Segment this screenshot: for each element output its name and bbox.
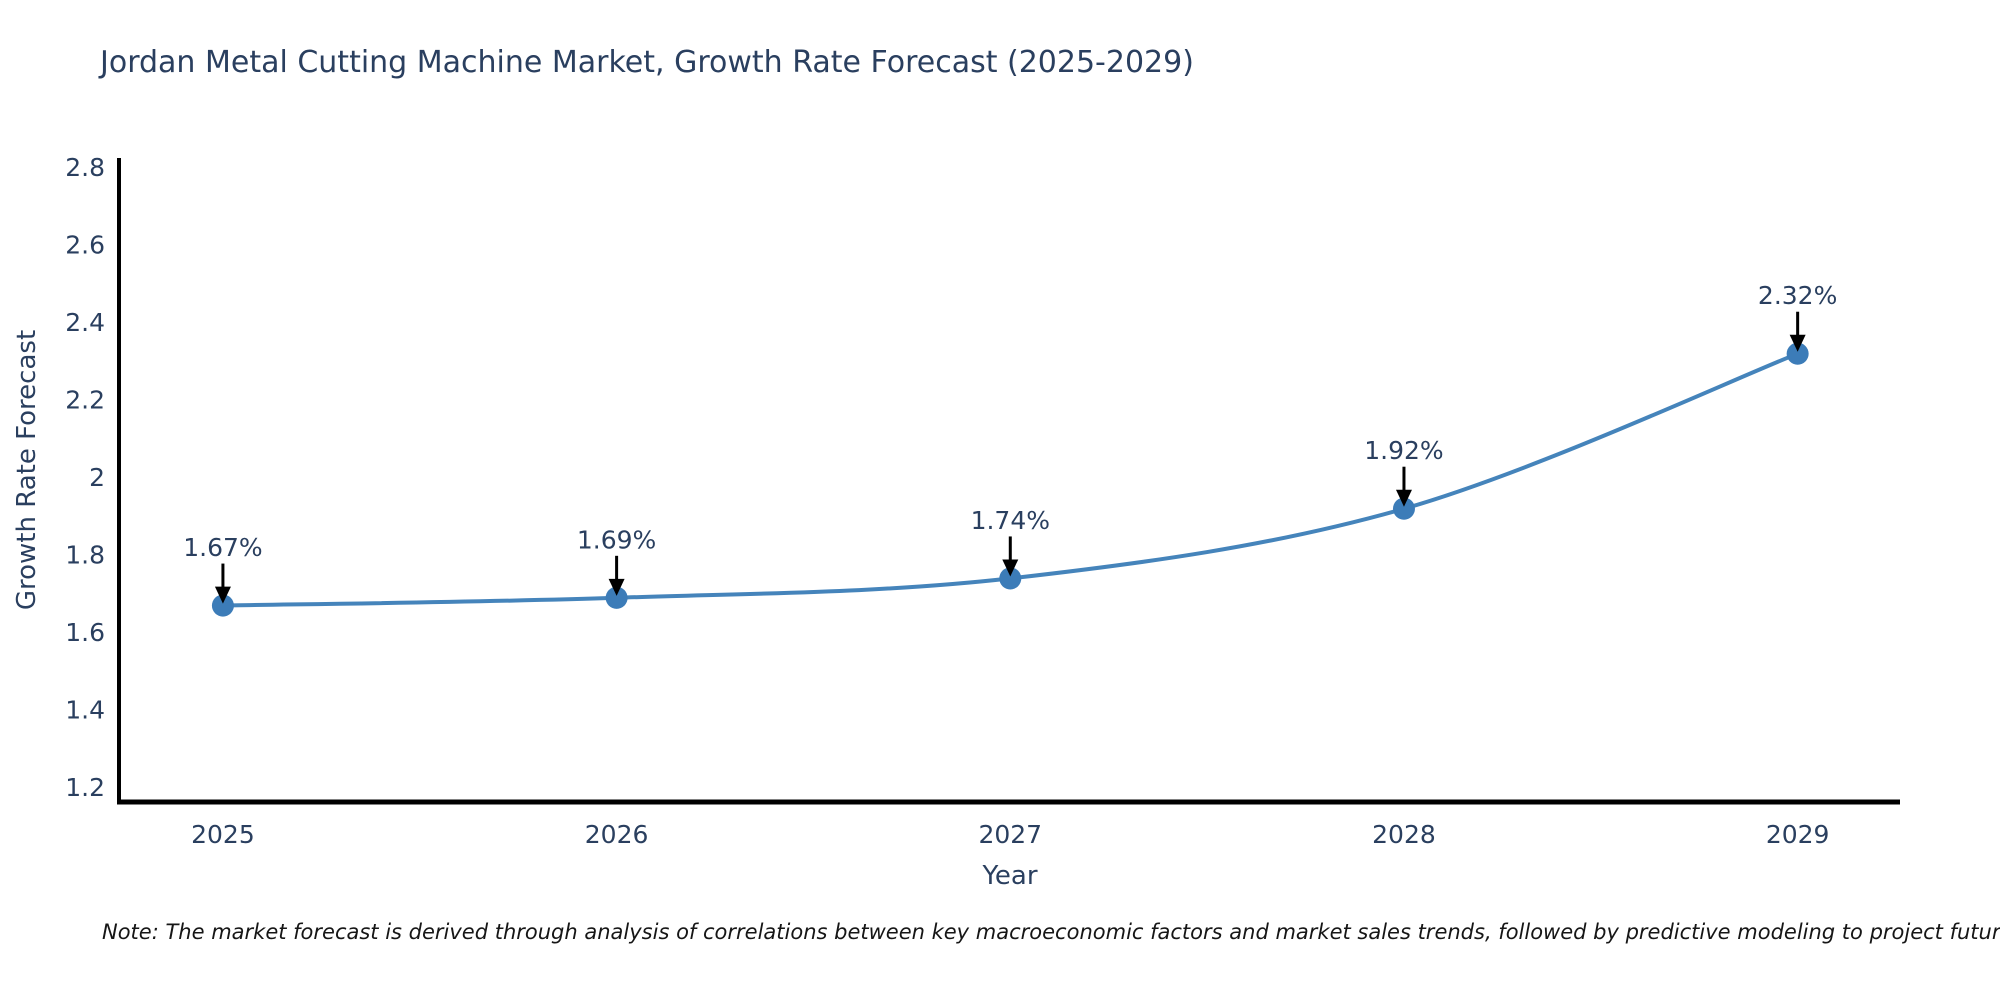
data-point-2028[interactable]: [1392, 497, 1415, 520]
annotation-arrowhead-icon: [1395, 489, 1412, 507]
point-label: 1.92%: [1364, 436, 1443, 465]
point-label: 1.74%: [971, 506, 1050, 535]
data-point-2026[interactable]: [605, 586, 628, 609]
y-tick-label: 1.4: [65, 696, 105, 725]
point-label: 1.69%: [577, 525, 656, 554]
y-tick-label: 1.8: [65, 541, 105, 570]
x-tick-label: 2026: [585, 820, 649, 849]
data-point-2027[interactable]: [999, 567, 1022, 590]
chart-title: Jordan Metal Cutting Machine Market, Gro…: [100, 45, 1194, 80]
x-tick-label: 2027: [978, 820, 1042, 849]
annotation-arrowhead-icon: [608, 578, 625, 596]
y-tick-label: 2.6: [65, 231, 105, 260]
x-tick-label: 2028: [1372, 820, 1436, 849]
annotation-arrowhead-icon: [214, 586, 231, 604]
annotation-arrowhead-icon: [1789, 334, 1806, 352]
x-tick-label: 2025: [191, 820, 255, 849]
y-tick-label: 1.2: [65, 773, 105, 802]
y-tick-label: 2.4: [65, 308, 105, 337]
x-tick-label: 2029: [1766, 820, 1830, 849]
data-point-2025[interactable]: [211, 594, 234, 617]
annotation-arrowhead-icon: [1002, 559, 1019, 577]
y-tick-label: 2: [89, 463, 105, 492]
footnote: Note: The market forecast is derived thr…: [102, 920, 2000, 944]
point-label: 1.67%: [183, 533, 262, 562]
y-tick-label: 1.6: [65, 618, 105, 647]
y-tick-label: 2.8: [65, 153, 105, 182]
point-label: 2.32%: [1758, 281, 1837, 310]
x-axis-title: Year: [982, 861, 1038, 891]
y-tick-label: 2.2: [65, 386, 105, 415]
data-point-2029[interactable]: [1786, 342, 1809, 365]
